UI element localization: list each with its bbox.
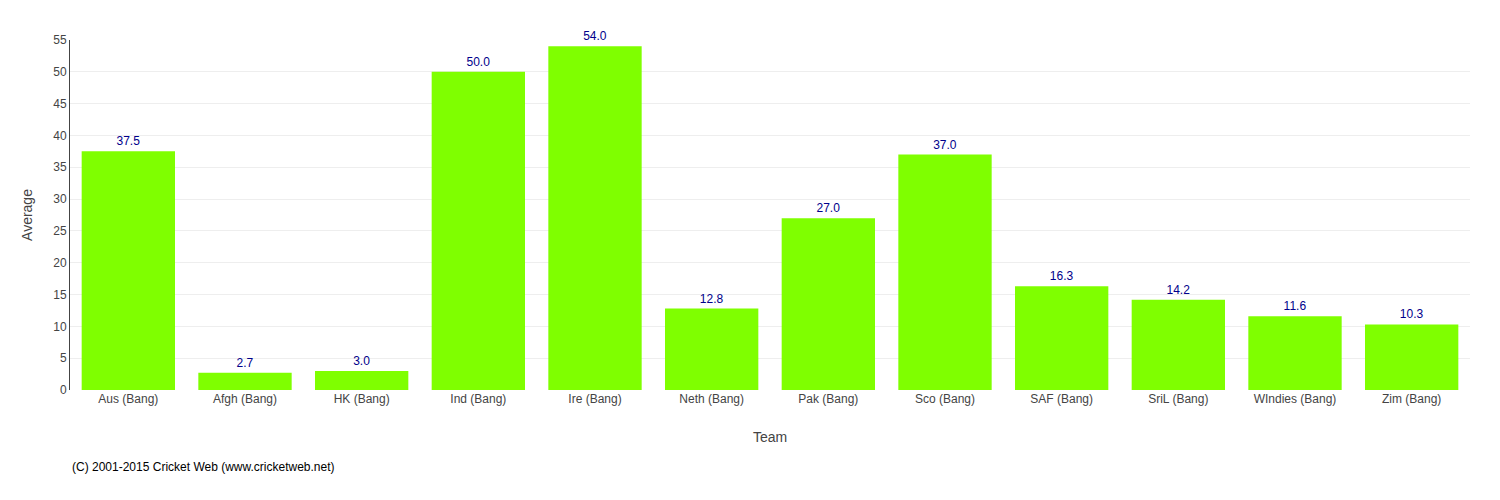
svg-text:27.0: 27.0 — [816, 201, 840, 215]
svg-text:Ind (Bang): Ind (Bang) — [450, 392, 506, 406]
svg-text:10.3: 10.3 — [1400, 307, 1424, 321]
svg-text:3.0: 3.0 — [353, 354, 370, 368]
svg-text:12.8: 12.8 — [700, 292, 724, 306]
svg-text:11.6: 11.6 — [1284, 299, 1307, 313]
svg-text:Neth (Bang): Neth (Bang) — [679, 392, 744, 406]
svg-text:Pak (Bang): Pak (Bang) — [798, 392, 858, 406]
svg-text:(C) 2001-2015 Cricket Web (www: (C) 2001-2015 Cricket Web (www.cricketwe… — [72, 460, 335, 474]
svg-text:Average: Average — [19, 189, 35, 241]
svg-text:10: 10 — [53, 320, 67, 334]
svg-text:30: 30 — [53, 192, 67, 206]
svg-text:55: 55 — [53, 33, 67, 47]
svg-text:14.2: 14.2 — [1166, 283, 1190, 297]
svg-text:35: 35 — [53, 160, 67, 174]
svg-text:50.0: 50.0 — [466, 55, 490, 69]
svg-text:45: 45 — [53, 97, 67, 111]
svg-text:SriL (Bang): SriL (Bang) — [1148, 392, 1208, 406]
svg-text:16.3: 16.3 — [1050, 269, 1074, 283]
svg-text:Afgh (Bang): Afgh (Bang) — [213, 392, 277, 406]
svg-text:54.0: 54.0 — [583, 29, 607, 43]
svg-text:25: 25 — [53, 224, 67, 238]
svg-text:15: 15 — [53, 288, 67, 302]
svg-text:Sco (Bang): Sco (Bang) — [915, 392, 975, 406]
svg-text:2.7: 2.7 — [236, 356, 253, 370]
svg-text:Zim (Bang): Zim (Bang) — [1382, 392, 1441, 406]
svg-text:20: 20 — [53, 256, 67, 270]
svg-text:WIndies (Bang): WIndies (Bang) — [1254, 392, 1337, 406]
svg-text:Ire (Bang): Ire (Bang) — [568, 392, 621, 406]
svg-text:37.0: 37.0 — [933, 138, 957, 152]
svg-text:HK (Bang): HK (Bang) — [334, 392, 390, 406]
svg-text:0: 0 — [60, 383, 67, 397]
svg-text:Aus (Bang): Aus (Bang) — [98, 392, 158, 406]
svg-text:50: 50 — [53, 65, 67, 79]
svg-text:5: 5 — [60, 351, 67, 365]
svg-text:37.5: 37.5 — [116, 134, 140, 148]
svg-text:40: 40 — [53, 129, 67, 143]
svg-text:Team: Team — [753, 429, 787, 445]
svg-text:SAF (Bang): SAF (Bang) — [1030, 392, 1093, 406]
